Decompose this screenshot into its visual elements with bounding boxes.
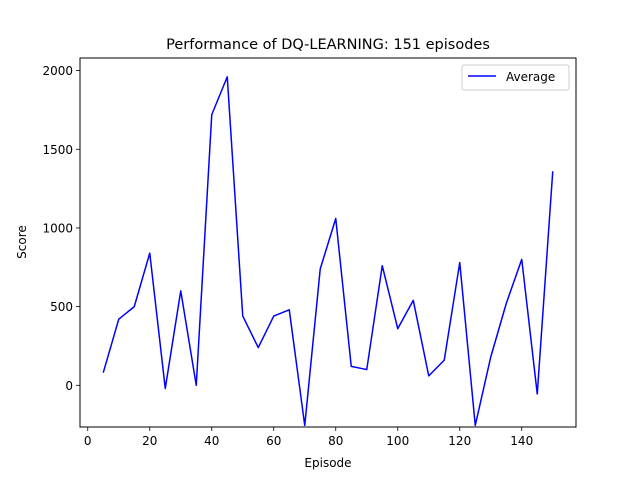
y-axis-ticks: 0 500 1000 1500 2000 <box>42 64 80 393</box>
x-tick-label: 140 <box>510 434 533 448</box>
y-tick-label: 1500 <box>42 143 73 157</box>
series-layer <box>102 76 554 427</box>
y-tick-label: 2000 <box>42 64 73 78</box>
x-tick-label: 100 <box>386 434 409 448</box>
x-axis-ticks: 0 20 40 60 80 100 120 140 <box>84 427 533 448</box>
y-axis-label: Score <box>15 225 29 259</box>
x-tick-label: 60 <box>266 434 281 448</box>
chart-title: Performance of DQ-LEARNING: 151 episodes <box>166 37 490 53</box>
x-tick-label: 20 <box>142 434 157 448</box>
legend: Average <box>461 64 570 91</box>
legend-label-average: Average <box>506 70 555 84</box>
y-tick-label: 1000 <box>42 221 73 235</box>
x-tick-label: 120 <box>448 434 471 448</box>
y-tick-label: 0 <box>65 379 73 393</box>
series-line-average <box>102 76 554 427</box>
x-tick-label: 0 <box>84 434 92 448</box>
x-axis-label: Episode <box>304 456 351 470</box>
x-tick-label: 40 <box>204 434 219 448</box>
y-tick-label: 500 <box>50 300 73 314</box>
legend-box <box>461 64 570 91</box>
x-tick-label: 80 <box>328 434 343 448</box>
plot-frame <box>79 57 577 428</box>
